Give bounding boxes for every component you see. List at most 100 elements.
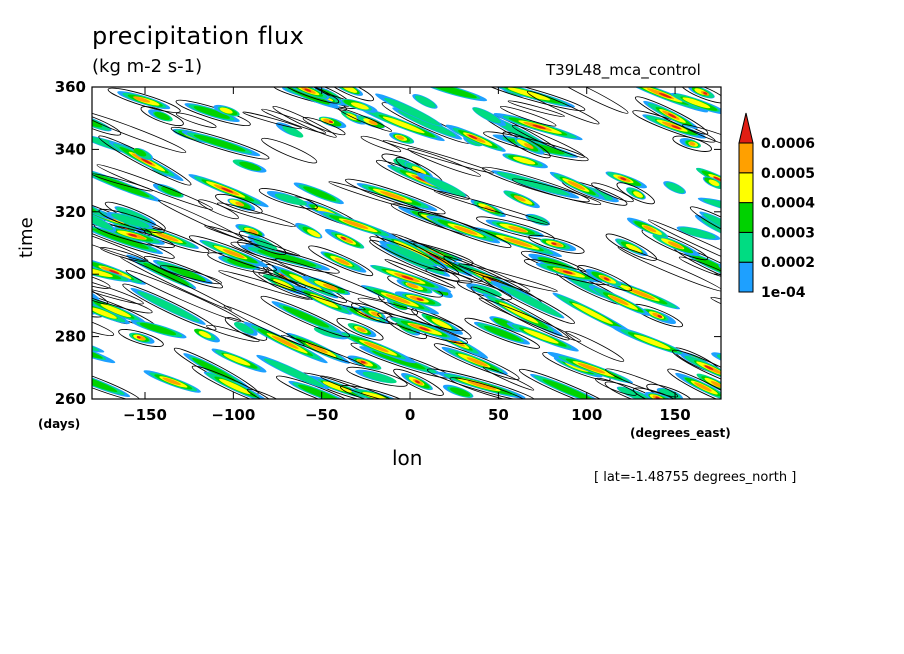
precip-streak: [175, 99, 251, 127]
precip-band: [703, 199, 721, 217]
precip-streak: [107, 87, 181, 113]
precip-streak: [506, 322, 579, 352]
precip-band: [307, 229, 321, 238]
precip-streak: [445, 124, 506, 152]
precip-streak: [389, 132, 415, 144]
precip-band: [665, 182, 685, 194]
precip-band: [282, 125, 304, 138]
precip-streak: [293, 182, 344, 205]
contour-line: [92, 109, 187, 153]
precip-band: [136, 336, 141, 339]
precip-streak: [350, 342, 452, 379]
precip-band: [111, 213, 150, 228]
precip-streak: [626, 217, 669, 238]
precip-band: [692, 255, 721, 275]
contour-line: [617, 246, 721, 292]
contour-line: [281, 334, 365, 367]
precip-streak: [641, 229, 709, 261]
contour-ellipse: [92, 271, 111, 289]
precip-streak: [92, 209, 117, 232]
precip-band: [472, 285, 502, 297]
precip-streak: [667, 368, 721, 399]
precip-band: [161, 186, 182, 197]
precip-band: [385, 294, 411, 304]
precip-streak: [341, 98, 378, 113]
precip-band: [428, 253, 441, 260]
y-tick-label: 360: [55, 78, 86, 96]
precip-band: [643, 225, 657, 233]
precip-contour: [528, 234, 585, 254]
precip-band: [92, 371, 118, 393]
contour-ellipse: [258, 272, 366, 311]
contour-ellipse: [302, 117, 346, 136]
precip-band: [263, 358, 325, 388]
precip-contour: [482, 276, 575, 325]
precip-band: [92, 307, 117, 319]
precip-streak: [503, 190, 540, 209]
precip-band: [219, 107, 233, 114]
precip-band: [322, 283, 339, 291]
precip-streak: [188, 235, 277, 272]
precip-contour: [464, 317, 541, 349]
precip-band: [363, 341, 389, 353]
precip-band: [431, 318, 452, 330]
precip-streak: [318, 116, 347, 129]
precip-streak: [416, 172, 467, 198]
precip-band: [289, 273, 322, 291]
precip-band: [368, 120, 378, 126]
precip-streak: [92, 292, 158, 329]
contour-ellipse: [159, 265, 222, 285]
precip-streak: [345, 178, 446, 215]
precip-band: [92, 228, 149, 249]
precip-band: [671, 125, 681, 130]
precip-band: [567, 180, 586, 190]
precip-streak: [346, 366, 408, 387]
precip-contour: [143, 256, 224, 289]
precip-streak: [34, 364, 77, 390]
contour-ellipse: [382, 139, 494, 174]
precip-band: [415, 176, 427, 182]
precip-streak: [632, 110, 716, 143]
precip-streak: [549, 171, 605, 200]
precip-band: [416, 297, 424, 301]
precip-streak: [317, 210, 397, 239]
contour-ellipse: [92, 272, 144, 305]
precip-streak: [689, 206, 721, 250]
precip-streak: [393, 368, 444, 396]
precip-band: [513, 156, 536, 165]
contour-ellipse: [678, 256, 721, 279]
precip-streak: [518, 368, 617, 399]
contour-ellipse: [682, 124, 721, 158]
precip-contour: [340, 385, 411, 399]
precip-band: [658, 92, 672, 99]
colorbar-extend-arrow: [738, 112, 754, 144]
contour-line: [678, 256, 721, 279]
precip-contour: [689, 206, 721, 250]
plot-frame: [91, 86, 722, 400]
colorbar-box: [738, 172, 754, 204]
precip-band: [513, 195, 526, 202]
precip-streak: [295, 222, 323, 239]
precip-streak: [359, 107, 445, 142]
precip-band: [562, 270, 573, 274]
precip-contour: [336, 317, 384, 341]
precip-contour: [417, 211, 512, 248]
precip-contour: [92, 109, 122, 136]
precip-streak: [476, 216, 555, 241]
contour-line: [96, 164, 214, 210]
contour-line: [647, 219, 721, 274]
contour-ellipse: [591, 182, 634, 203]
contour-ellipse: [92, 109, 187, 153]
contour-line: [595, 377, 637, 396]
precip-contour: [672, 349, 721, 388]
contour-line: [246, 388, 290, 399]
precip-streak: [632, 303, 684, 328]
precip-band: [298, 384, 341, 399]
colorbar-label: 1e-04: [761, 285, 806, 301]
precip-streak: [243, 321, 328, 364]
precip-streak: [696, 373, 721, 395]
contour-ellipse: [158, 199, 243, 240]
precip-band: [371, 311, 380, 317]
precip-band: [274, 193, 308, 206]
precip-streak: [213, 104, 240, 117]
